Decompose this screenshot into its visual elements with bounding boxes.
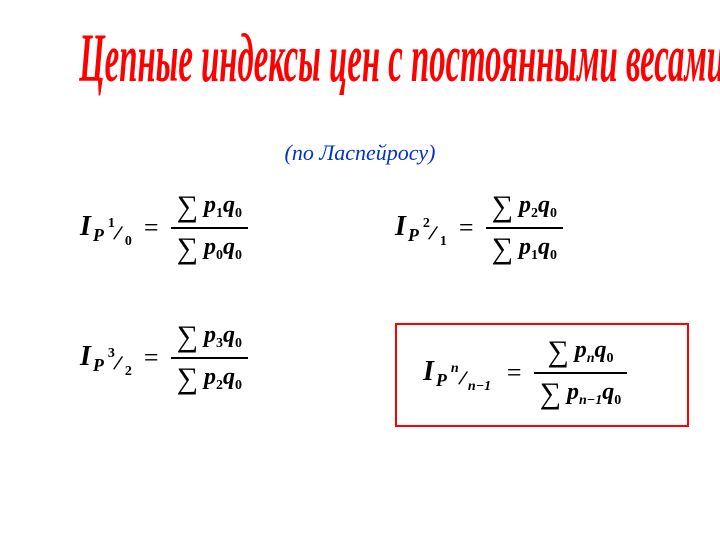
sub: 1 (531, 248, 538, 263)
sub-P: P (93, 225, 104, 245)
sigma: ∑ (177, 320, 198, 353)
idx-sup: n (451, 361, 459, 377)
var-q: q (538, 234, 550, 260)
sub: 2 (531, 206, 538, 221)
var-q: q (223, 234, 235, 260)
sigma: ∑ (492, 232, 513, 265)
var-p: p (567, 379, 579, 405)
sub-P: P (408, 225, 419, 245)
idx-sub: 0 (125, 234, 132, 250)
formula-3: I P 3 / 2 = ∑ p3q0 ∑ p2q0 (80, 320, 248, 396)
slide: { "title": { "text": "Цепные индексы цен… (0, 0, 720, 540)
idx-sub: 1 (440, 234, 447, 250)
fraction: ∑ p2q0 ∑ p1q0 (486, 190, 563, 266)
var-p: p (204, 364, 216, 390)
sub: 3 (216, 336, 223, 351)
slide-subtitle: (по Ласпейросу) (0, 140, 720, 166)
equals: = (144, 343, 159, 373)
idx-sup: 2 (423, 216, 430, 232)
sub: 0 (550, 206, 557, 221)
formula-1: I P 1 / 0 = ∑ p1q0 ∑ p0q0 (80, 190, 248, 266)
sub: n−1 (579, 393, 602, 408)
sub: 0 (235, 206, 242, 221)
sub-P: P (93, 355, 104, 375)
sub: 0 (235, 336, 242, 351)
formula-4: I P n / n−1 = ∑ pnq0 ∑ pn−1q0 (423, 335, 627, 411)
var-I: I (423, 356, 434, 387)
sub: 0 (216, 248, 223, 263)
var-p: p (204, 192, 216, 218)
sub: n (587, 351, 595, 366)
var-q: q (223, 364, 235, 390)
sub: 0 (235, 248, 242, 263)
fraction: ∑ p3q0 ∑ p2q0 (171, 320, 248, 396)
var-p: p (204, 322, 216, 348)
var-q: q (538, 192, 550, 218)
var-q: q (223, 322, 235, 348)
var-p: p (519, 234, 531, 260)
var-q: q (223, 192, 235, 218)
equals: = (459, 213, 474, 243)
sub: 2 (216, 378, 223, 393)
sub-P: P (436, 370, 447, 390)
idx-sub: 2 (125, 364, 132, 380)
var-I: I (395, 211, 406, 242)
sigma: ∑ (177, 362, 198, 395)
idx-sup: 3 (108, 346, 115, 362)
idx-sup: 1 (108, 216, 115, 232)
var-p: p (204, 234, 216, 260)
sigma: ∑ (540, 377, 561, 410)
sub: 0 (235, 378, 242, 393)
var-p: p (519, 192, 531, 218)
fraction: ∑ pnq0 ∑ pn−1q0 (534, 335, 628, 411)
sub: 0 (614, 393, 621, 408)
var-I: I (80, 211, 91, 242)
idx-sub: n−1 (468, 379, 491, 395)
formula-2: I P 2 / 1 = ∑ p2q0 ∑ p1q0 (395, 190, 563, 266)
sigma: ∑ (492, 190, 513, 223)
sub: 1 (216, 206, 223, 221)
sub: 0 (607, 351, 614, 366)
slide-title: Цепные индексы цен с постоянными весами (79, 20, 641, 99)
fraction: ∑ p1q0 ∑ p0q0 (171, 190, 248, 266)
equals: = (507, 358, 522, 388)
sigma: ∑ (177, 232, 198, 265)
sigma: ∑ (547, 335, 568, 368)
var-I: I (80, 341, 91, 372)
var-q: q (595, 337, 607, 363)
sub: 0 (550, 248, 557, 263)
sigma: ∑ (177, 190, 198, 223)
equals: = (144, 213, 159, 243)
var-q: q (602, 379, 614, 405)
var-p: p (575, 337, 587, 363)
